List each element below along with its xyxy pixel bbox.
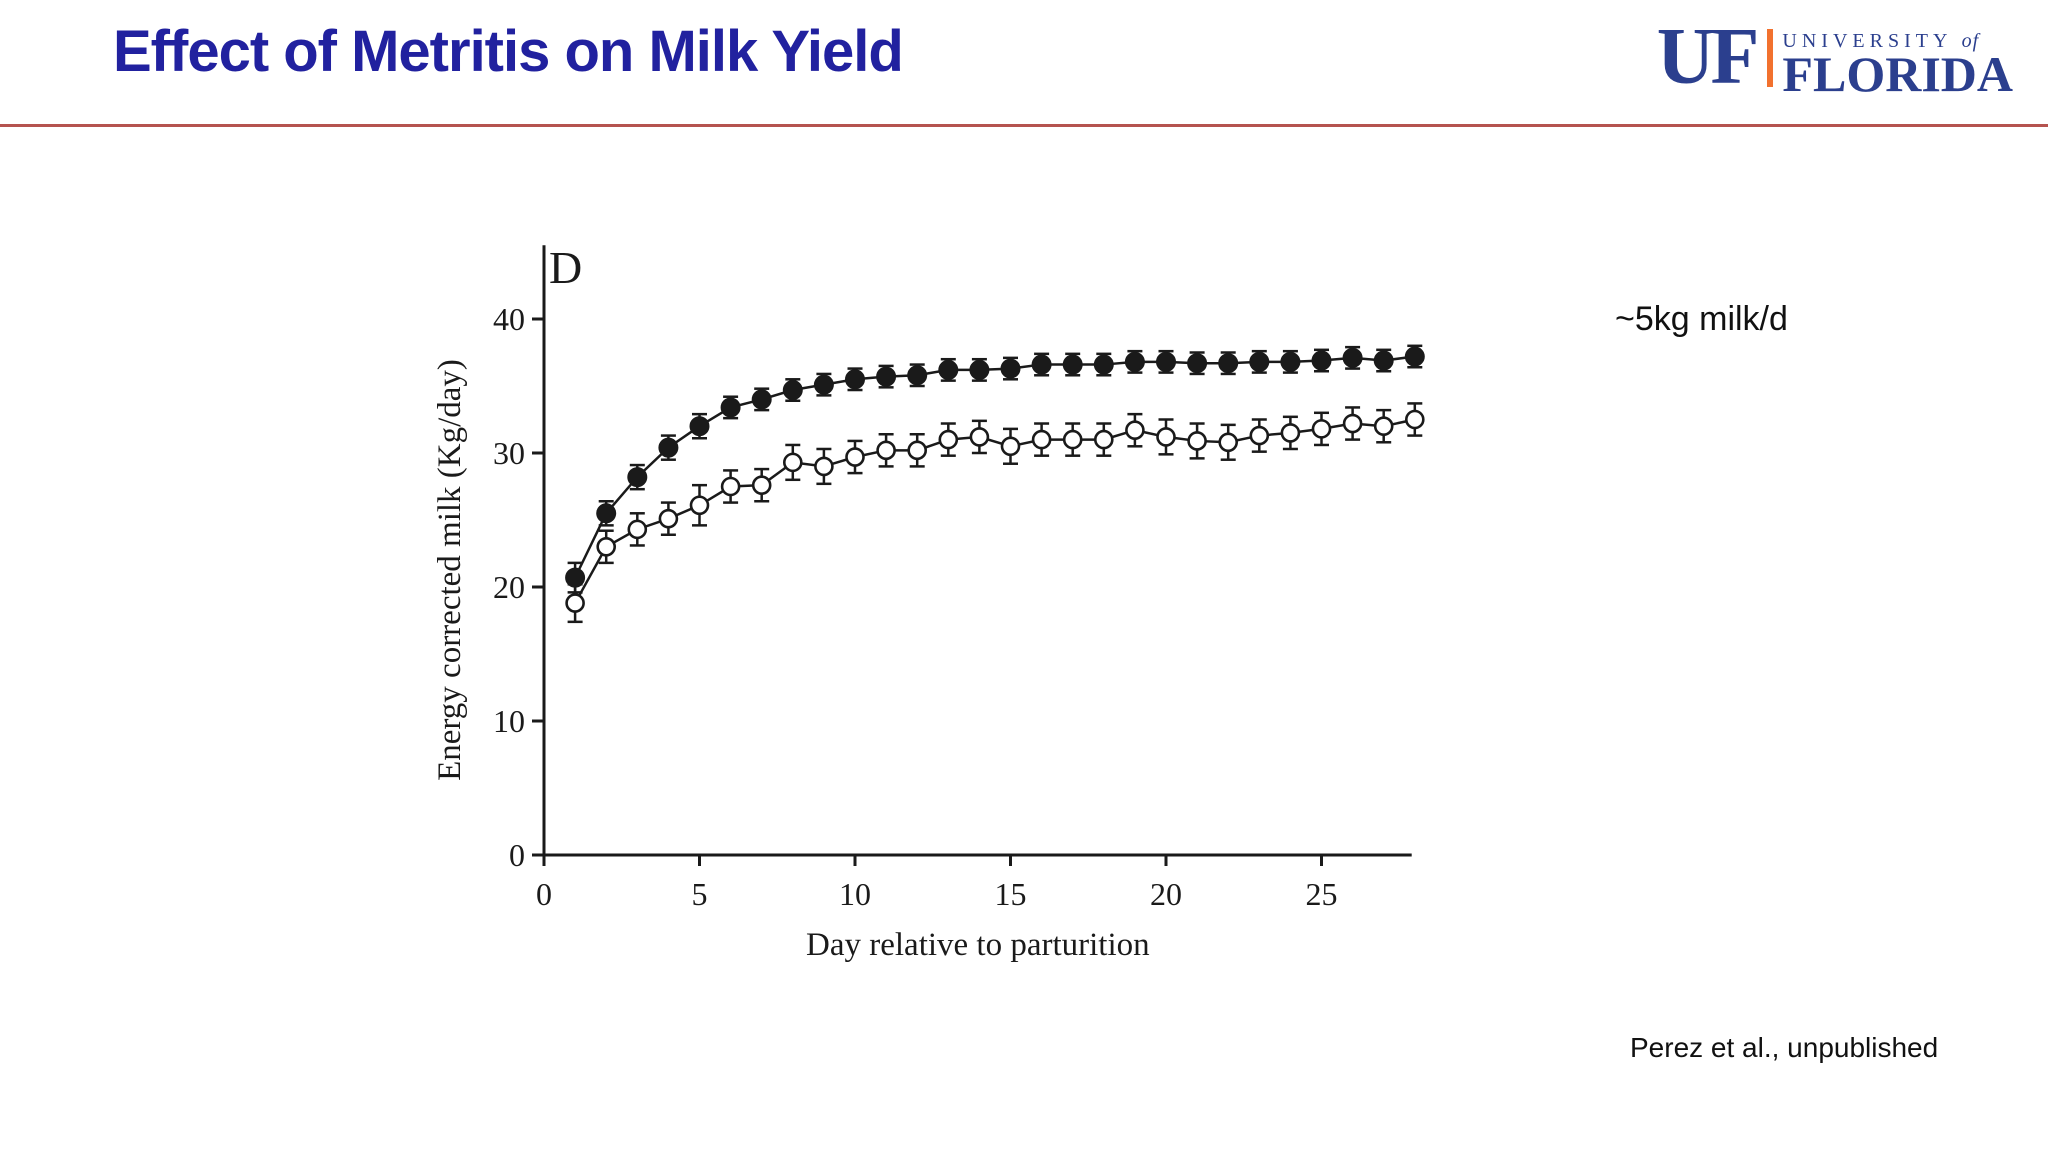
logo-florida: FLORIDA	[1782, 46, 2013, 102]
svg-text:0: 0	[536, 876, 552, 912]
milk-yield-chart: 0 10 20 30 40 0 5 10 15 20 25 D Day relative to part…	[432, 242, 1425, 963]
svg-text:0: 0	[509, 837, 525, 873]
svg-text:20: 20	[1150, 876, 1182, 912]
citation: Perez et al., unpublished	[1630, 1032, 1939, 1063]
svg-text:20: 20	[493, 569, 525, 605]
logo-university-of: UNIVERSITY of	[1782, 30, 1980, 52]
chart-figure: 0 10 20 30 40 0 5 10 15 20 25 D Day relative to part…	[430, 235, 1450, 980]
uf-logo: UF UNIVERSITY of FLORIDA	[1656, 13, 2013, 102]
svg-text:30: 30	[493, 435, 525, 471]
svg-text:40: 40	[493, 301, 525, 337]
milk-difference-annotation: ~5kg milk/d	[1615, 300, 1788, 338]
svg-text:Day relative to parturition: Day relative to parturition	[806, 927, 1150, 963]
svg-text:10: 10	[493, 703, 525, 739]
logo-wordmark: UNIVERSITY of FLORIDA	[1782, 25, 2013, 102]
svg-text:15: 15	[995, 876, 1027, 912]
page-title: Effect of Metritis on Milk Yield	[113, 19, 904, 84]
svg-text:10: 10	[839, 876, 871, 912]
svg-text:Energy corrected milk (Kg/day): Energy corrected milk (Kg/day)	[432, 359, 468, 781]
slide-header: Effect of Metritis on Milk Yield UF UNIV…	[0, 0, 2048, 124]
svg-text:D: D	[549, 242, 582, 293]
svg-text:25: 25	[1306, 876, 1338, 912]
logo-orange-bar-icon	[1767, 29, 1774, 87]
svg-text:5: 5	[692, 876, 708, 912]
header-divider-line	[0, 124, 2048, 127]
uf-monogram-icon: UF	[1656, 13, 1760, 101]
